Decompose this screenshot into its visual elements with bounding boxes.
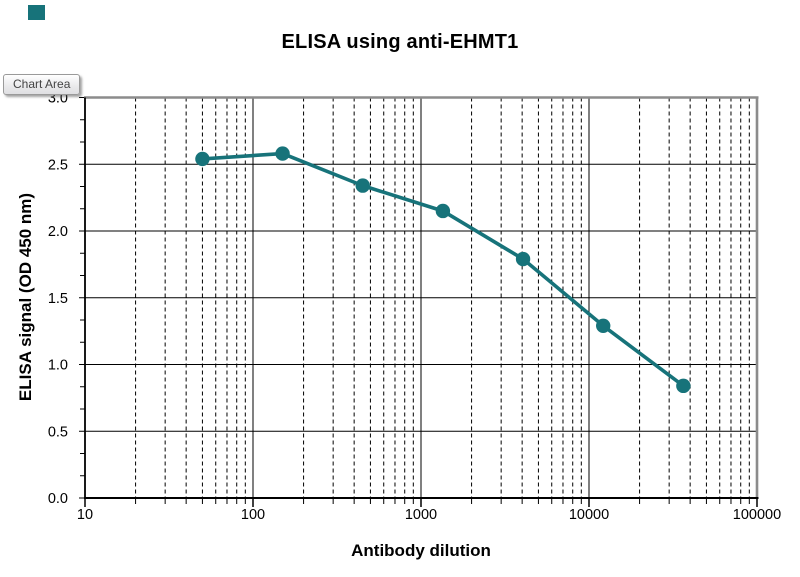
y-tick-label: 0.0 [48, 491, 68, 507]
y-tick-label: 2.5 [48, 157, 68, 173]
y-tick-label: 0.5 [48, 424, 68, 440]
y-tick-label: 1.5 [48, 291, 68, 307]
x-tick-label: 10 [77, 507, 93, 523]
x-axis-title: Antibody dilution [351, 541, 491, 560]
data-point-marker[interactable] [355, 178, 370, 193]
y-tick-label: 1.0 [48, 358, 68, 374]
data-point-marker[interactable] [435, 203, 451, 219]
x-tick-label: 100000 [733, 507, 781, 523]
color-swatch [28, 5, 45, 20]
x-tick-label: 100 [241, 507, 265, 523]
data-point-marker[interactable] [515, 251, 531, 267]
y-tick-label: 2.0 [48, 224, 68, 240]
series-line [200, 151, 686, 388]
x-tick-label: 10000 [569, 507, 609, 523]
chart-area-tooltip: Chart Area [3, 74, 81, 95]
data-point-marker[interactable] [596, 318, 611, 333]
data-point-marker[interactable] [195, 151, 210, 167]
data-point-marker[interactable] [275, 146, 290, 161]
chart-title: ELISA using anti-EHMT1 [281, 31, 519, 53]
x-tick-label: 1000 [405, 507, 437, 523]
data-point-marker[interactable] [676, 378, 691, 394]
